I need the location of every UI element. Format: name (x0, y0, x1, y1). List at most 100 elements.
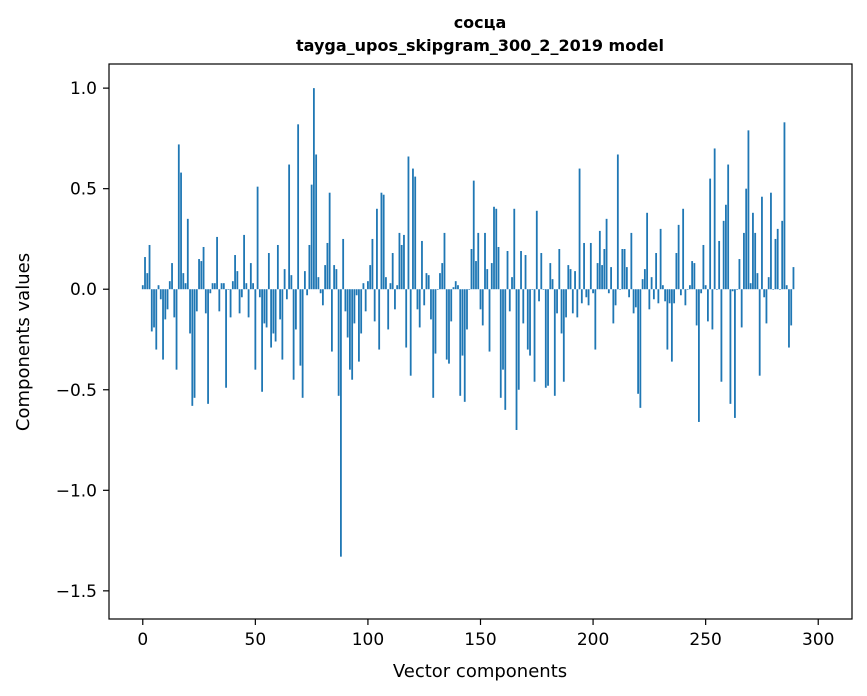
bar (675, 253, 678, 290)
bar (166, 289, 169, 310)
bar (452, 287, 455, 290)
bar (583, 242, 585, 290)
bar (490, 263, 493, 290)
bar (240, 289, 243, 298)
bar (202, 246, 205, 290)
bar (175, 289, 178, 370)
bar (792, 267, 795, 290)
bar (367, 281, 369, 290)
bar (549, 263, 552, 290)
bar (664, 289, 667, 302)
bar (220, 283, 223, 290)
bars-group (141, 88, 795, 557)
y-tick-label: −1.5 (56, 582, 97, 602)
bar (358, 289, 360, 362)
bar (614, 289, 617, 306)
bar (396, 285, 399, 290)
bar (448, 289, 450, 364)
bar (772, 289, 775, 290)
bar (740, 289, 743, 328)
bar (434, 289, 437, 354)
x-tick-label: 0 (137, 630, 148, 650)
bar (301, 289, 304, 398)
y-tick-label: 0.5 (70, 180, 97, 200)
bar (763, 289, 766, 298)
bar (225, 289, 227, 388)
bar (425, 273, 428, 290)
bar (285, 289, 288, 300)
bar (193, 289, 196, 398)
bar (439, 273, 441, 290)
bar (394, 289, 396, 310)
bar (409, 289, 412, 376)
bar (551, 279, 554, 290)
chart-subtitle: tayga_upos_skipgram_300_2_2019 model (296, 36, 664, 55)
bar (738, 259, 741, 290)
bar (538, 289, 540, 302)
bar (598, 230, 601, 290)
bar (486, 269, 489, 290)
bar (652, 289, 655, 300)
bar (270, 289, 273, 348)
bar (711, 289, 714, 330)
bar (213, 283, 216, 290)
bar (526, 289, 529, 350)
bar (601, 265, 603, 290)
bar (342, 238, 345, 290)
bar (340, 289, 342, 557)
bar (416, 289, 419, 310)
bar (569, 269, 572, 290)
bar (412, 168, 414, 290)
bar (466, 289, 468, 330)
bar (616, 154, 619, 290)
bar (585, 289, 588, 298)
bar (258, 289, 261, 298)
bar (783, 122, 786, 290)
bar (308, 244, 311, 290)
bar (589, 242, 592, 290)
bar (745, 188, 748, 290)
bar (317, 277, 320, 290)
bar (141, 285, 144, 290)
bar (153, 289, 155, 328)
bar (484, 232, 486, 290)
bar (256, 186, 259, 290)
bar (571, 289, 574, 314)
bar (758, 289, 761, 376)
bar (754, 232, 757, 290)
bar (207, 289, 209, 404)
bar (373, 289, 376, 322)
bar (632, 289, 635, 314)
bar (333, 265, 336, 290)
bar (619, 289, 621, 290)
bar (164, 289, 167, 320)
bar (243, 234, 245, 290)
bar (605, 218, 608, 290)
bar (610, 267, 612, 290)
bar (231, 281, 234, 290)
bar (331, 289, 333, 352)
bar (704, 285, 707, 290)
bar (144, 257, 146, 290)
bar (299, 289, 302, 366)
bar (535, 210, 538, 290)
bar (630, 232, 633, 290)
bar (776, 228, 779, 290)
bar (646, 212, 649, 290)
bar (655, 253, 658, 290)
bar (218, 289, 221, 312)
bar (747, 130, 750, 290)
bar (691, 261, 694, 290)
bar (481, 289, 484, 326)
bar (265, 289, 268, 328)
x-axis-ticks: 0 50 100 150 200 250 300 (137, 619, 834, 650)
bar (580, 289, 583, 304)
bar (504, 289, 507, 410)
bar (436, 289, 439, 290)
bar (319, 289, 322, 294)
bar (162, 289, 164, 360)
bar (261, 289, 263, 392)
bar (184, 283, 187, 290)
bar (346, 289, 349, 338)
bar (695, 289, 698, 326)
